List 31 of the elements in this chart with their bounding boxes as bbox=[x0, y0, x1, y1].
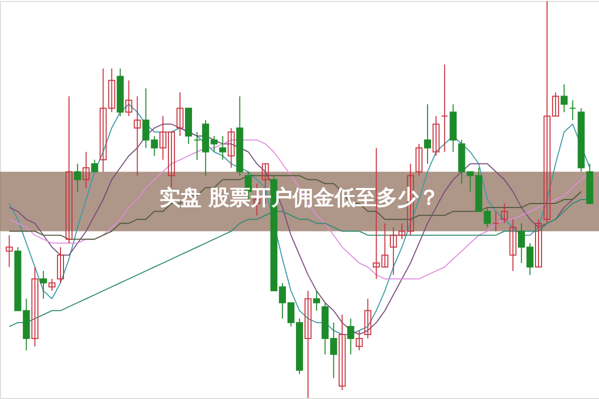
candlestick bbox=[432, 116, 440, 156]
candlestick bbox=[424, 104, 432, 164]
candlestick bbox=[48, 278, 56, 292]
candlestick bbox=[219, 135, 226, 160]
candlestick bbox=[500, 202, 508, 224]
candlestick bbox=[56, 246, 64, 284]
candlestick bbox=[66, 96, 73, 244]
candlestick bbox=[176, 92, 184, 136]
candlestick bbox=[569, 100, 576, 121]
candlestick bbox=[356, 330, 363, 351]
candlestick bbox=[31, 266, 38, 347]
candlestick bbox=[194, 132, 201, 160]
candlestick bbox=[228, 128, 235, 168]
candlestick bbox=[313, 290, 320, 312]
candlestick bbox=[347, 318, 354, 355]
candlestick bbox=[492, 210, 500, 232]
candlestick bbox=[304, 290, 312, 398]
candlestick bbox=[6, 234, 13, 268]
candlestick bbox=[82, 151, 90, 188]
candlestick bbox=[509, 218, 516, 272]
candlestick bbox=[134, 96, 141, 176]
candlestick bbox=[74, 163, 82, 192]
candlestick bbox=[125, 80, 132, 117]
candlestick bbox=[91, 159, 98, 172]
candlestick bbox=[535, 218, 542, 268]
candlestick bbox=[560, 84, 568, 113]
candlestick bbox=[364, 298, 372, 339]
candlestick bbox=[338, 314, 346, 391]
candlestick bbox=[40, 270, 47, 300]
candlestick bbox=[441, 64, 448, 152]
candlestick bbox=[416, 143, 423, 176]
